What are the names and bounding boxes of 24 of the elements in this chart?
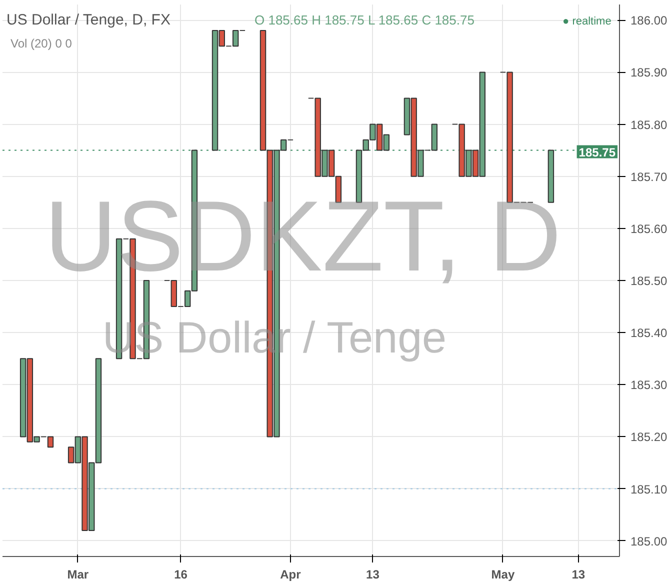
- y-tick-label: 185.90: [630, 66, 668, 80]
- candlestick: [232, 30, 239, 47]
- y-tick-label: 185.20: [630, 430, 668, 444]
- annotation: O 185.65 H 185.75 L 185.65 C 185.75: [254, 12, 474, 28]
- x-tick-label: May: [491, 568, 515, 582]
- y-tick-label: 185.30: [630, 378, 668, 392]
- text: US Dollar / Tenge, D, FX: [6, 12, 170, 28]
- x-tick-label: Apr: [280, 568, 302, 582]
- x-tick-label: 13: [572, 568, 586, 582]
- y-tick-label: 185.70: [630, 170, 668, 184]
- x-tick-label: 13: [366, 568, 380, 582]
- x-tick-label: Mar: [67, 568, 89, 582]
- candlestick: [47, 436, 54, 448]
- x-tick-label: 16: [174, 568, 188, 582]
- y-tick-label: 185.00: [630, 534, 668, 548]
- annotation: ● realtime: [562, 16, 612, 28]
- y-tick-label: 186.00: [630, 14, 668, 28]
- ref-line-label: 185.75: [578, 145, 616, 160]
- y-tick-label: 185.10: [630, 482, 668, 496]
- y-tick-label: 185.80: [630, 118, 668, 132]
- annotation: Vol (20) 0 0: [10, 36, 72, 50]
- y-tick-label: 185.40: [630, 326, 668, 340]
- y-tick-label: 185.50: [630, 274, 668, 288]
- y-tick-label: 185.60: [630, 222, 668, 236]
